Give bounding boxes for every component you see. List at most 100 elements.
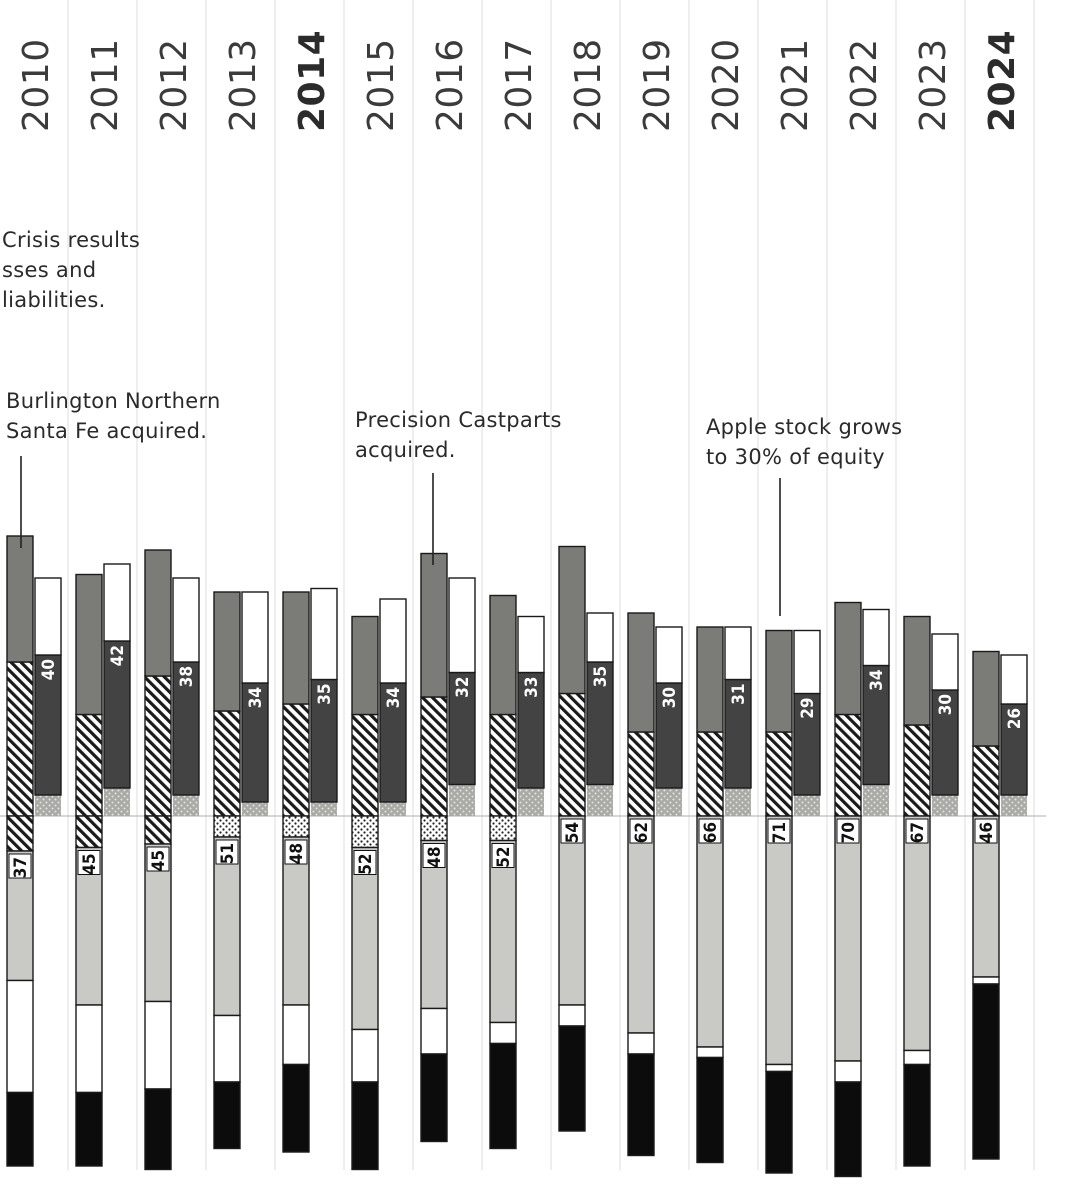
bar-segment-dark: [724, 678, 752, 789]
bar-segment-dotted-small: [104, 788, 130, 816]
bar-segment-white: [282, 1004, 310, 1066]
year-label-2016: 2016: [430, 38, 471, 132]
bar-segment-light-gray: [834, 815, 862, 1062]
value-label-dark: 38: [177, 666, 197, 687]
value-label-bg: [974, 818, 998, 844]
bar-segment-black: [834, 1081, 862, 1178]
bar-group-2023: [903, 615, 959, 1167]
bar-segment-dark: [172, 661, 200, 796]
year-label-2013: 2013: [223, 38, 264, 132]
bar-segment-white-top: [448, 577, 476, 674]
bar-segment-gray-top: [420, 552, 448, 698]
value-label-bg: [698, 818, 722, 844]
bar-segment-hatched: [420, 696, 448, 817]
bar-segment-hatched: [558, 692, 586, 817]
bar-segment-gray-top: [696, 626, 724, 733]
bar-segment-white-top: [241, 591, 269, 684]
value-label-dark: 30: [660, 687, 680, 708]
bar-segment-hatched: [351, 713, 379, 817]
value-label-dark: 29: [798, 698, 818, 719]
year-label-2014: 2014: [292, 30, 333, 132]
bar-group-2016: [420, 552, 476, 1143]
bar-segment-hatched: [696, 731, 724, 817]
bar-segment-hatched: [282, 703, 310, 817]
value-label-dark: 35: [591, 666, 611, 687]
annotations: Crisis results sses and liabilities. Burlin…: [2, 228, 902, 616]
bar-segment-white: [75, 1004, 103, 1094]
annotation: Burlington Northern Santa Fe acquired.: [6, 389, 220, 548]
bar-segment-light-gray: [903, 815, 931, 1052]
bar-segment-white: [834, 1060, 862, 1083]
value-label-bg: [284, 839, 308, 865]
bar-segment-dotted-below: [282, 815, 310, 838]
annotation-line: Precision Castparts: [355, 408, 562, 432]
bar-segment-light-gray: [282, 836, 310, 1006]
bar-segment-hatched: [903, 724, 931, 817]
annotation-line: Apple stock grows: [706, 415, 902, 439]
value-label-dark: 34: [867, 670, 887, 691]
bar-segment-dotted-small: [242, 802, 268, 816]
bar-segment-dotted-below: [213, 815, 241, 838]
bar-segment-white-top: [793, 629, 821, 695]
bars: [6, 535, 1028, 1178]
bar-group-2017: [489, 594, 545, 1150]
year-label-2020: 2020: [706, 38, 747, 132]
bar-segment-dark: [103, 640, 131, 789]
bar-segment-white-top: [34, 577, 62, 656]
bar-segment-gray-top: [834, 601, 862, 716]
year-label-2021: 2021: [775, 38, 816, 132]
value-label-dark: 42: [108, 645, 128, 666]
bar-segment-hatched-below: [75, 815, 103, 849]
year-label-2012: 2012: [154, 38, 195, 132]
bar-segment-dotted-small: [380, 802, 406, 816]
bar-segment-gray-top: [903, 615, 931, 726]
bar-segment-white: [558, 1004, 586, 1027]
value-label-dark: 31: [729, 684, 749, 705]
value-label-bg: [629, 818, 653, 844]
bar-segment-gray-top: [972, 650, 1000, 747]
bar-segment-dark: [931, 689, 959, 796]
value-label-dark: 30: [936, 694, 956, 715]
bar-segment-white-top: [379, 598, 407, 684]
bar-segment-white: [420, 1007, 448, 1055]
bar-segment-dark: [448, 671, 476, 786]
value-label-light-gray: 45: [149, 850, 169, 871]
bar-segment-dotted-below: [351, 815, 379, 849]
bar-segment-dotted-below: [489, 815, 517, 842]
year-label-2023: 2023: [913, 38, 954, 132]
value-label-light-gray: 66: [701, 822, 721, 843]
value-label-bg: [422, 843, 446, 868]
value-label-bg: [491, 843, 515, 868]
bar-segment-white: [696, 1046, 724, 1059]
bar-segment-dotted-small: [863, 784, 889, 816]
year-label-2011: 2011: [85, 38, 126, 132]
bar-segment-white-top: [172, 577, 200, 663]
bar-segment-white-top: [586, 612, 614, 663]
bar-segment-black: [351, 1081, 379, 1171]
bar-segment-dotted-small: [449, 784, 475, 816]
value-label-bg: [353, 850, 377, 875]
value-labels: 37 40 45 42 45 38 51 34 48 35 52 34 48 32 52 33 54 35 62 30…: [8, 645, 1025, 879]
bar-segment-dotted-small: [932, 795, 958, 816]
bar-segment-light-gray: [765, 815, 793, 1066]
bar-segment-white-top: [103, 563, 131, 642]
bar-segment-white: [6, 979, 34, 1094]
bar-group-2014: [282, 587, 338, 1153]
annotation-line: liabilities.: [2, 288, 106, 312]
bar-segment-dark: [379, 682, 407, 803]
value-label-light-gray: 52: [356, 854, 376, 875]
bar-segment-gray-top: [765, 629, 793, 733]
bar-segment-white: [351, 1028, 379, 1083]
value-label-bg: [77, 850, 101, 875]
annotation-line: acquired.: [355, 438, 456, 462]
bar-segment-gray-top: [489, 594, 517, 716]
bar-group-2020: [696, 626, 752, 1164]
bar-segment-hatched: [75, 713, 103, 817]
bar-segment-black: [696, 1056, 724, 1164]
bar-segment-gray-top: [558, 545, 586, 695]
bar-segment-hatched: [144, 675, 172, 817]
bar-segment-light-gray: [696, 815, 724, 1048]
value-label-light-gray: 45: [80, 854, 100, 875]
bar-segment-dotted-small: [311, 802, 337, 816]
